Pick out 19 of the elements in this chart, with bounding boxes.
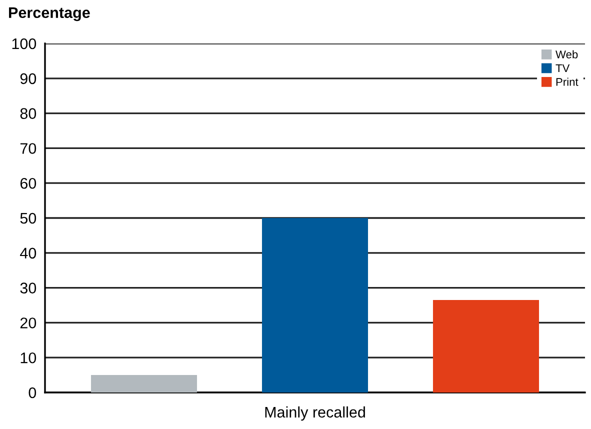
- bar: [90, 375, 198, 392]
- x-tick-label: Mainly recalled: [265, 406, 365, 421]
- bar: [262, 218, 368, 392]
- y-tick-label: 70: [20, 143, 36, 154]
- y-tick-label: 10: [20, 352, 36, 364]
- legend-label: Web: [556, 50, 578, 58]
- y-tick-label: 90: [20, 73, 36, 84]
- y-tick-label: 60: [20, 178, 36, 189]
- legend-label: Print: [556, 78, 578, 86]
- y-tick-label: 30: [20, 282, 36, 294]
- bar: [432, 300, 540, 392]
- legend-label: TV: [556, 64, 570, 72]
- y-tick-label: 20: [20, 318, 36, 328]
- y-tick-label: 40: [20, 248, 36, 259]
- y-tick-label: 80: [20, 108, 36, 119]
- y-tick-label: 0: [28, 387, 36, 398]
- y-tick-label: 100: [12, 38, 36, 50]
- y-axis-title: Percentage: [9, 7, 90, 22]
- y-tick-label: 50: [20, 212, 36, 224]
